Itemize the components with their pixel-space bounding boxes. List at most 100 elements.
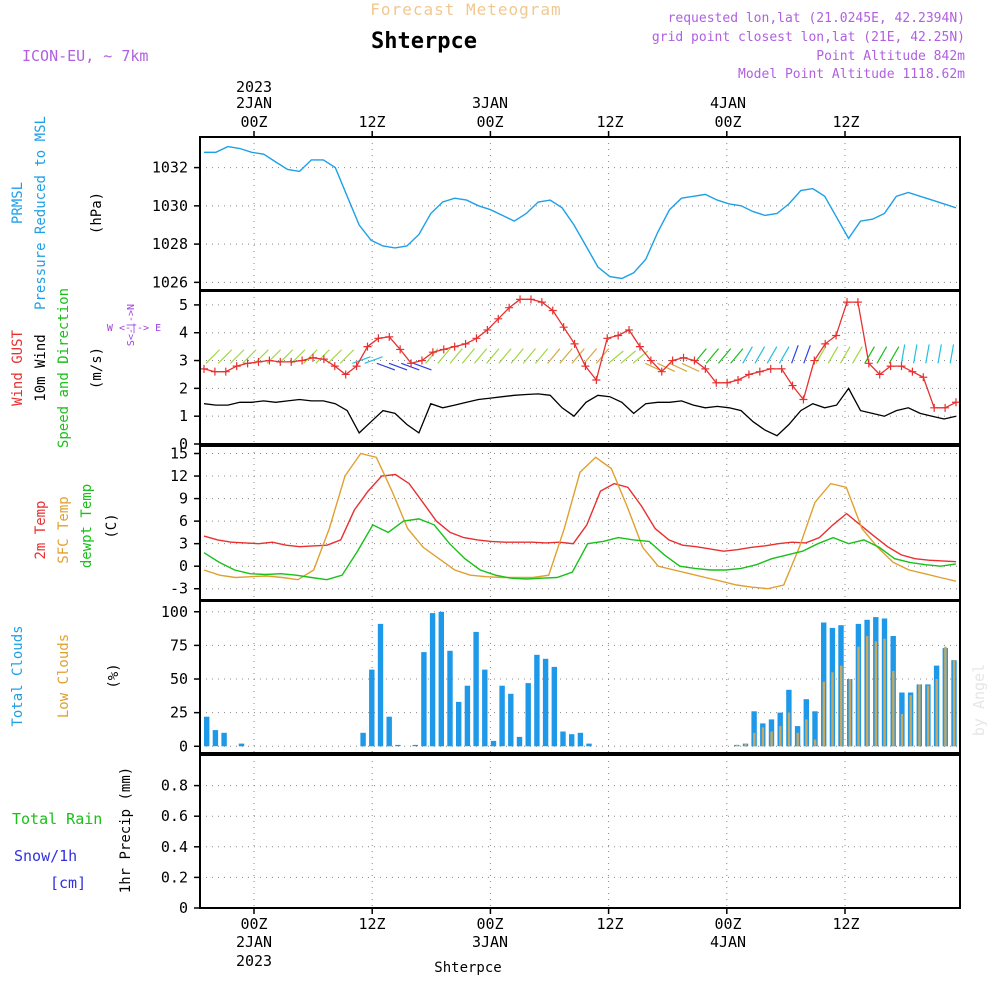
y-tick-label: 50	[170, 670, 188, 688]
gust-point-marker	[439, 345, 448, 354]
wind-10m-label: 10m Wind	[33, 334, 49, 401]
total-cloud-bar	[464, 685, 471, 747]
low-cloud-bar	[900, 714, 904, 747]
gust-point-marker	[559, 323, 568, 332]
wind-direction-arrow	[217, 349, 233, 364]
total-cloud-bar	[482, 669, 488, 747]
wind-direction-arrow	[888, 346, 900, 364]
wind-speed-dir-label: Speed and Direction	[56, 288, 72, 448]
gust-point-marker	[352, 362, 361, 371]
y-tick-label: 0.4	[161, 838, 188, 856]
gust-point-marker	[298, 356, 307, 365]
temp-dewpt-label: dewpt Temp	[79, 484, 95, 568]
gust-point-marker	[516, 295, 525, 304]
bottom-tick-3: 00Z	[476, 915, 503, 933]
clouds-total-label: Total Clouds	[10, 625, 26, 726]
gust-point-marker	[723, 378, 732, 387]
clouds-low-label: Low Clouds	[56, 634, 72, 718]
y-tick-label: 3	[179, 352, 188, 370]
bottom-tick-4: 12Z	[596, 915, 623, 933]
gust-point-marker	[875, 370, 884, 379]
y-tick-label: 1	[179, 407, 188, 425]
gust-point-marker	[941, 403, 950, 412]
total-cloud-bar	[569, 734, 575, 747]
precip-snow-label: Snow/1h	[14, 847, 77, 865]
gust-point-marker	[330, 362, 339, 371]
bottom-tick-5: 00Z	[714, 915, 741, 933]
wind-direction-arrow	[449, 348, 463, 364]
gust-point-marker	[461, 339, 470, 348]
total-cloud-bar	[429, 613, 436, 747]
y-tick-label: 5	[179, 296, 188, 314]
gust-point-marker	[374, 334, 383, 343]
y-tick-label: 0.6	[161, 807, 188, 825]
gust-point-marker	[908, 367, 917, 376]
low-cloud-bar	[866, 636, 869, 747]
total-cloud-bar	[421, 652, 427, 747]
wind10m-series-line	[203, 387, 957, 437]
location-title: Shterpce	[371, 29, 477, 54]
low-cloud-bar	[796, 732, 799, 747]
y-tick-label: 0	[179, 737, 188, 755]
bottom-day-2: 3JAN	[472, 933, 508, 951]
panel-border	[199, 290, 961, 445]
bottom-day-3: 4JAN	[710, 933, 746, 951]
sfctemp-series-line	[203, 452, 957, 590]
grid-point-coords: grid point closest lon,lat (21E, 42.25N)	[652, 30, 965, 45]
gust-point-marker	[450, 342, 459, 351]
gust-point-marker	[232, 362, 241, 371]
low-cloud-bar	[822, 681, 825, 747]
compass-we: W <-|-> E	[107, 323, 161, 334]
low-cloud-bar	[952, 660, 956, 747]
wind-direction-arrow	[754, 346, 766, 364]
total-cloud-bar	[560, 731, 566, 747]
wind-direction-arrow	[925, 344, 930, 364]
gust-point-marker	[200, 364, 208, 373]
gust-point-marker	[592, 376, 601, 385]
wind-direction-arrow	[949, 344, 955, 364]
y-tick-label: 4	[179, 324, 188, 342]
temp-unit: (C)	[104, 513, 120, 538]
low-cloud-bar	[805, 719, 808, 747]
gust-point-marker	[886, 362, 895, 371]
wind-direction-arrow	[852, 346, 863, 364]
wind-direction-arrow	[559, 348, 573, 364]
top-day-3: 4JAN	[710, 94, 746, 112]
panel-bg	[200, 601, 960, 753]
wind-direction-arrow	[620, 350, 636, 364]
gust-point-marker	[254, 357, 263, 366]
gust-point-marker	[744, 370, 753, 379]
wind-direction-arrow	[339, 349, 355, 364]
compass-ns: S<-|->N	[126, 304, 137, 346]
gust-point-marker	[657, 367, 666, 376]
low-cloud-bar	[735, 744, 739, 747]
wind-direction-arrow	[486, 348, 500, 364]
gust-point-marker	[668, 356, 677, 365]
top-day-2: 3JAN	[472, 94, 508, 112]
gust-point-marker	[832, 331, 841, 340]
top-tick-2: 12Z	[358, 113, 385, 131]
gust-point-marker	[308, 353, 317, 362]
gust-point-marker	[788, 381, 797, 390]
panel-bg	[200, 446, 960, 600]
low-cloud-bar	[944, 646, 947, 747]
total-cloud-bar	[751, 711, 757, 747]
gust-point-marker	[701, 364, 710, 373]
total-cloud-bar	[377, 623, 384, 747]
y-tick-label: 100	[161, 603, 188, 621]
bottom-year: 2023	[236, 952, 272, 970]
y-tick-label: 75	[170, 636, 188, 654]
top-tick-5: 00Z	[714, 113, 741, 131]
gust-point-marker	[821, 339, 830, 348]
gust-point-marker	[646, 356, 655, 365]
total-cloud-bar	[360, 732, 366, 747]
wind-direction-arrow	[254, 349, 269, 364]
low-cloud-bar	[831, 672, 834, 747]
bottom-day-1: 2JAN	[236, 933, 272, 951]
wind-direction-arrow	[778, 346, 790, 364]
temp-sfc-label: SFC Temp	[56, 496, 72, 563]
panel-border	[199, 600, 961, 754]
bottom-tick-1: 00Z	[240, 915, 267, 933]
